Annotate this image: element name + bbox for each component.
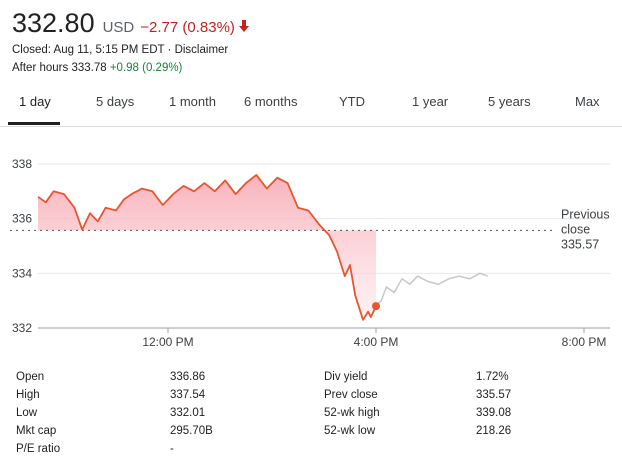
stat-label-high: High <box>16 389 40 401</box>
after-hours-info: After hours 333.78 +0.98 (0.29%) <box>12 61 249 75</box>
stat-label-52wk-high: 52-wk high <box>324 407 380 419</box>
y-tick-label: 332 <box>12 321 32 335</box>
currency: USD <box>102 19 135 36</box>
stat-label-low: Low <box>16 407 38 419</box>
previous-close-label: close <box>561 222 590 236</box>
stat-row: Open 336.86 Div yield 1.72% <box>16 371 616 389</box>
stat-value-high: 337.54 <box>170 389 206 401</box>
y-tick-label: 338 <box>12 157 32 171</box>
tab-1-day[interactable]: 1 day <box>19 94 51 109</box>
stat-value-52wk-low: 218.26 <box>476 425 512 437</box>
stat-row: P/E ratio - <box>16 443 616 461</box>
arrow-down-icon <box>238 19 249 36</box>
stat-row: High 337.54 Prev close 335.57 <box>16 389 616 407</box>
stat-value-52wk-high: 339.08 <box>476 407 512 419</box>
stat-label-prev-close: Prev close <box>324 389 378 401</box>
tab-1-month[interactable]: 1 month <box>169 94 216 109</box>
stat-value-pe-ratio: - <box>170 443 174 455</box>
stat-label-pe-ratio: P/E ratio <box>16 443 61 455</box>
after-hours-line <box>375 272 489 307</box>
stat-row: Mkt cap 295.70B 52-wk low 218.26 <box>16 425 616 443</box>
x-tick-label: 4:00 PM <box>354 335 399 349</box>
current-price: 332.80 <box>12 8 95 38</box>
range-tabs: 1 day 5 days 1 month 6 months YTD 1 year… <box>0 84 622 127</box>
quote-header: 332.80 USD −2.77 (0.83%) Closed: Aug 11,… <box>12 8 249 75</box>
regular-session-area <box>38 174 376 320</box>
tab-1-year[interactable]: 1 year <box>412 94 449 109</box>
stat-value-open: 336.86 <box>170 371 206 383</box>
stat-value-low: 332.01 <box>170 407 206 419</box>
stat-label-div-yield: Div yield <box>324 371 368 383</box>
tab-ytd[interactable]: YTD <box>339 94 365 109</box>
tab-5-days[interactable]: 5 days <box>96 94 135 109</box>
y-tick-label: 336 <box>12 212 32 226</box>
after-hours-change: +0.98 (0.29%) <box>109 62 183 74</box>
stats-table: Open 336.86 Div yield 1.72% High 337.54 … <box>16 371 616 461</box>
active-tab-indicator <box>8 122 60 125</box>
x-tick-label: 8:00 PM <box>562 335 607 349</box>
stat-label-open: Open <box>16 371 45 383</box>
tab-5-years[interactable]: 5 years <box>488 94 531 109</box>
stat-value-mkt-cap: 295.70B <box>170 425 213 437</box>
stat-label-mkt-cap: Mkt cap <box>16 425 57 437</box>
price-row: 332.80 USD −2.77 (0.83%) <box>12 8 249 39</box>
y-tick-label: 334 <box>12 266 32 280</box>
stat-value-prev-close: 335.57 <box>476 389 512 401</box>
after-hours-label: After hours 333.78 <box>12 62 107 74</box>
stat-row: Low 332.01 52-wk high 339.08 <box>16 407 616 425</box>
closed-info: Closed: Aug 11, 5:15 PM EDT · Disclaimer <box>12 44 229 56</box>
close-marker <box>372 302 380 311</box>
stat-label-52wk-low: 52-wk low <box>324 425 376 437</box>
previous-close-label: 335.57 <box>561 237 599 251</box>
stat-value-div-yield: 1.72% <box>476 371 509 383</box>
regular-session-line <box>37 174 377 321</box>
previous-close-label: Previous <box>561 207 610 221</box>
tab-6-months[interactable]: 6 months <box>244 94 298 109</box>
x-tick-label: 12:00 PM <box>142 335 193 349</box>
price-change: −2.77 (0.83%) <box>140 19 235 36</box>
tab-max[interactable]: Max <box>575 94 600 109</box>
